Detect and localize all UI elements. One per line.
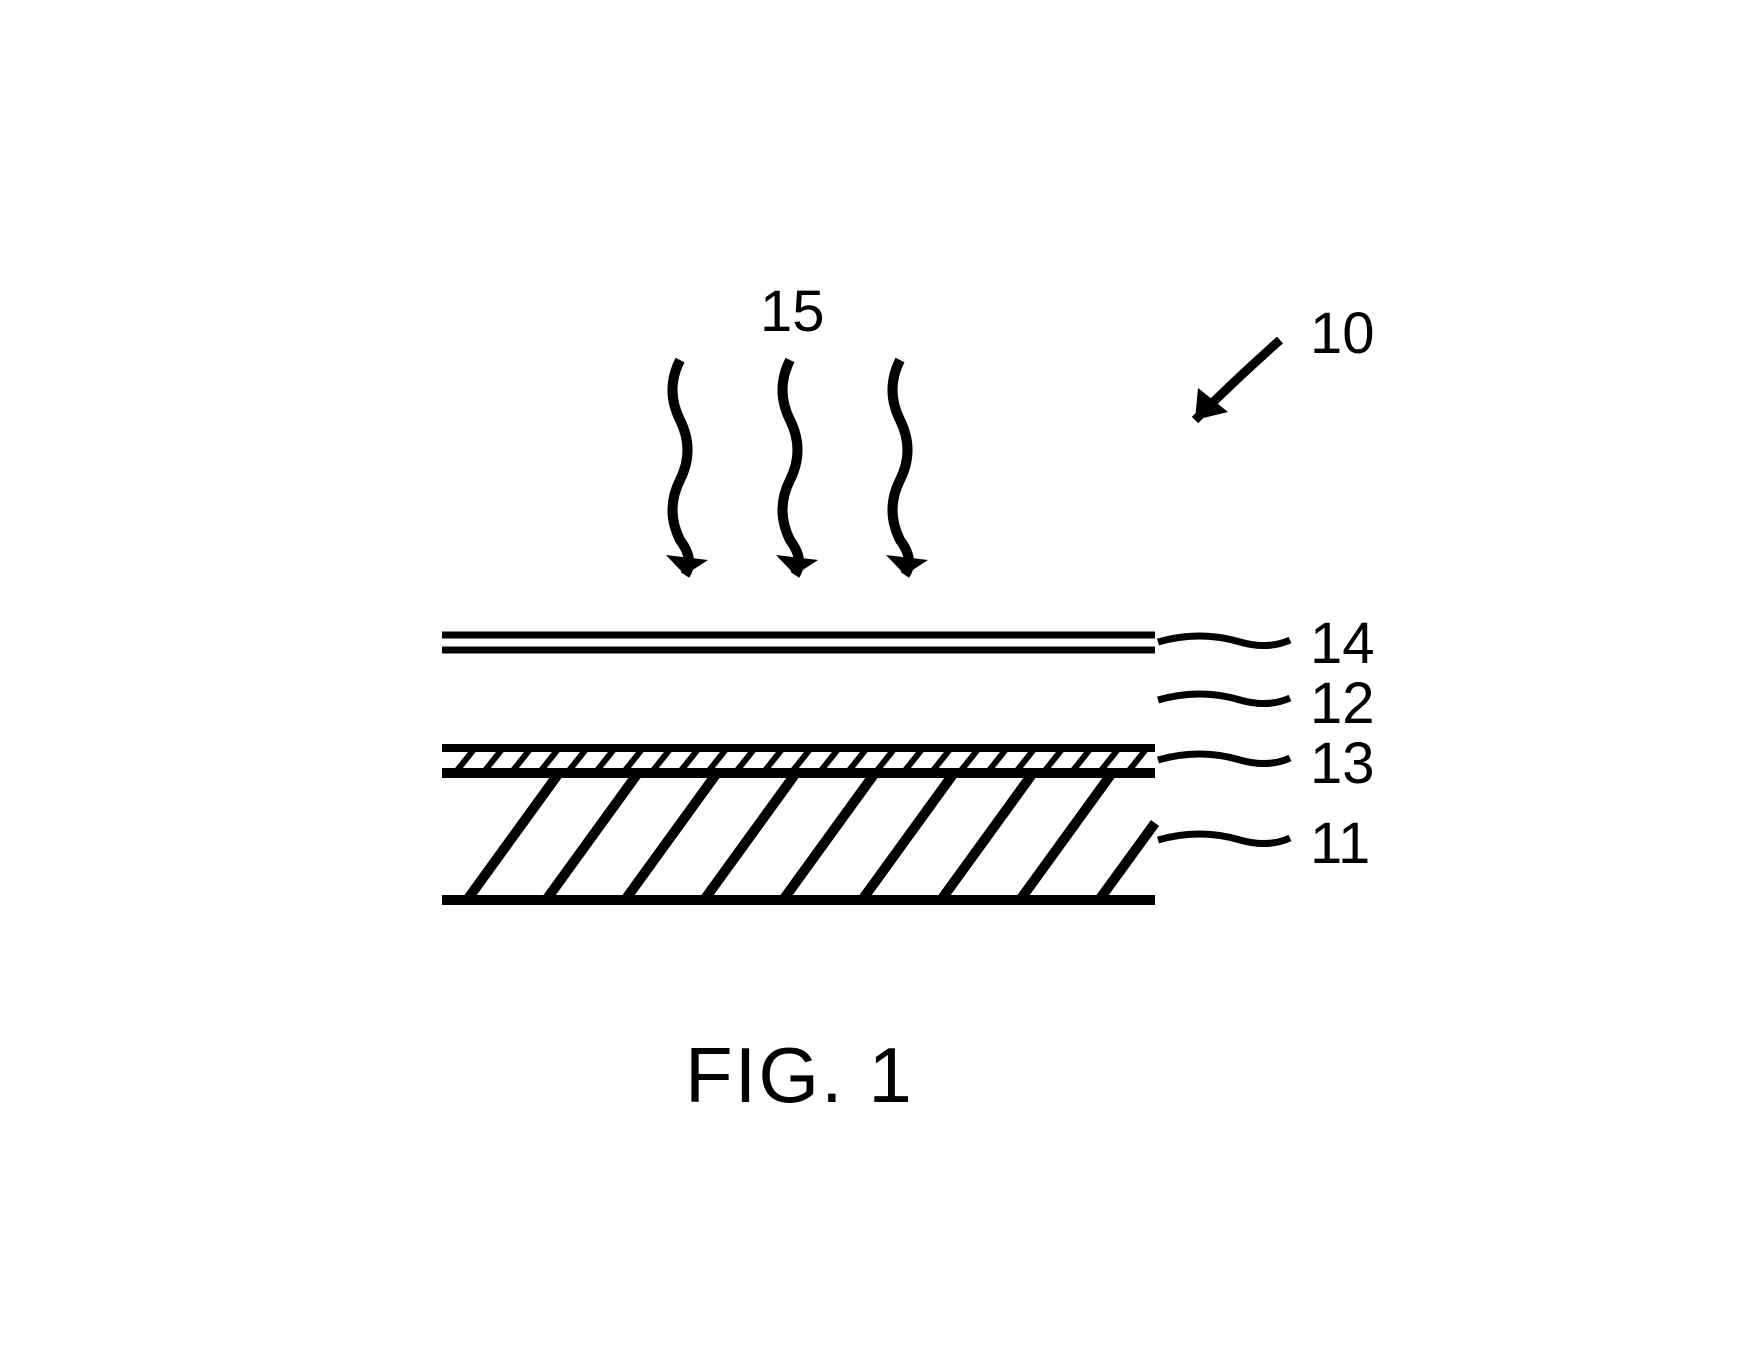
figure-title: FIG. 1: [685, 1030, 914, 1121]
label-10: 10: [1310, 300, 1375, 367]
layer-15-radiation-arrows: [666, 360, 928, 575]
label-12: 12: [1310, 670, 1375, 737]
figure-svg: [0, 0, 1745, 1370]
label-15: 15: [760, 278, 825, 345]
layer-14-top-double-line: [442, 635, 1155, 650]
label-11: 11: [1310, 810, 1370, 877]
layer-11-substrate: [442, 773, 1155, 900]
leader-lines: [1158, 636, 1290, 844]
label-13: 13: [1310, 730, 1375, 797]
label-14: 14: [1310, 610, 1375, 677]
ref-10-arrow: [1195, 340, 1280, 420]
